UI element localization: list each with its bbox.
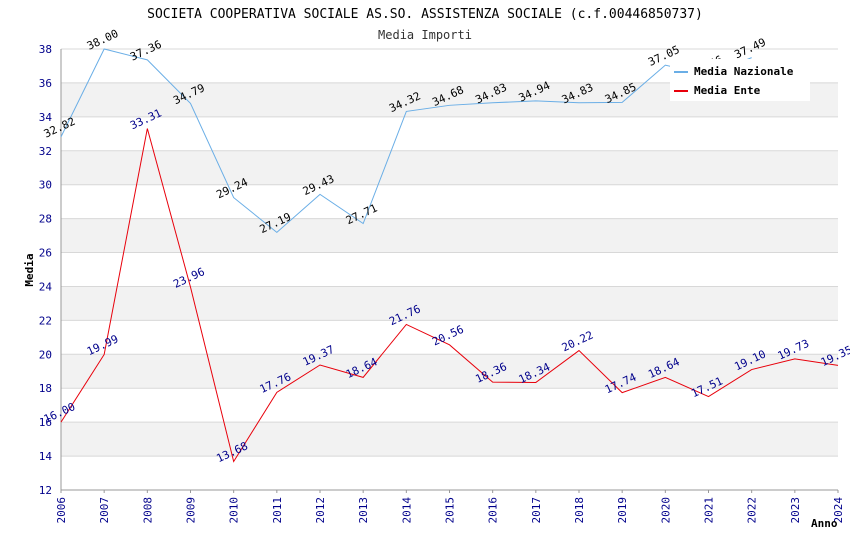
y-tick-label: 14 [39, 450, 53, 463]
chart-title: SOCIETA COOPERATIVA SOCIALE AS.SO. ASSIS… [147, 7, 703, 22]
series-line-media-nazionale [60, 48, 752, 234]
x-tick-label: 2018 [573, 497, 586, 524]
plot-band [61, 286, 838, 321]
x-tick-label: 2023 [789, 497, 802, 524]
grid-lines [61, 48, 838, 491]
y-tick-label: 34 [39, 111, 53, 124]
y-tick-label: 20 [39, 348, 52, 361]
x-axis-label: Anno [811, 517, 838, 530]
data-label-media-ente: 20.22 [560, 329, 596, 355]
y-tick-labels: 12 14 16 18 20 22 24 26 28 30 32 34 36 38 [39, 43, 53, 497]
x-tick-labels: 2006 2007 2008 2009 2010 2011 2012 2013 2014 2015… [55, 497, 845, 524]
plot-band [61, 422, 838, 457]
x-tick-label: 2016 [487, 497, 500, 524]
x-tick-label: 2008 [141, 497, 154, 524]
axes [60, 49, 839, 493]
plot-bands [61, 82, 838, 457]
x-tick-label: 2019 [616, 497, 629, 524]
y-tick-label: 26 [39, 247, 52, 260]
legend: Media Nazionale Media Ente [670, 59, 810, 101]
plot-band [61, 354, 838, 389]
x-tick-label: 2014 [400, 497, 413, 524]
y-tick-label: 24 [39, 280, 53, 293]
x-tick-label: 2015 [444, 497, 457, 524]
y-tick-label: 16 [39, 416, 52, 429]
chart-subtitle: Media Importi [378, 28, 472, 42]
y-tick-label: 36 [39, 77, 52, 90]
x-tick-label: 2013 [357, 497, 370, 524]
legend-label-media-nazionale: Media Nazionale [694, 65, 794, 78]
data-label-media-nazionale: 37.49 [732, 36, 768, 62]
y-tick-label: 22 [39, 314, 52, 327]
x-tick-label: 2010 [228, 497, 241, 524]
x-tick-label: 2021 [703, 497, 716, 524]
x-tick-label: 2012 [314, 497, 327, 524]
legend-box [670, 59, 810, 101]
y-tick-label: 38 [39, 43, 52, 56]
y-tick-label: 28 [39, 213, 52, 226]
plot-band [61, 150, 838, 185]
x-tick-label: 2007 [98, 497, 111, 524]
x-tick-label: 2022 [746, 497, 759, 524]
y-tick-label: 30 [39, 179, 52, 192]
x-tick-label: 2009 [185, 497, 198, 524]
legend-label-media-ente: Media Ente [694, 84, 761, 97]
plot-band [61, 218, 838, 253]
y-axis-label: Media [23, 253, 36, 286]
y-tick-label: 18 [39, 382, 52, 395]
y-tick-label: 12 [39, 484, 52, 497]
x-tick-label: 2011 [271, 497, 284, 524]
y-tick-label: 32 [39, 145, 52, 158]
x-tick-label: 2017 [530, 497, 543, 524]
series-line-media-ente [60, 128, 839, 463]
x-tick-label: 2024 [832, 497, 845, 524]
series-lines [60, 48, 839, 463]
x-tick-label: 2006 [55, 497, 68, 524]
x-tick-label: 2020 [659, 497, 672, 524]
